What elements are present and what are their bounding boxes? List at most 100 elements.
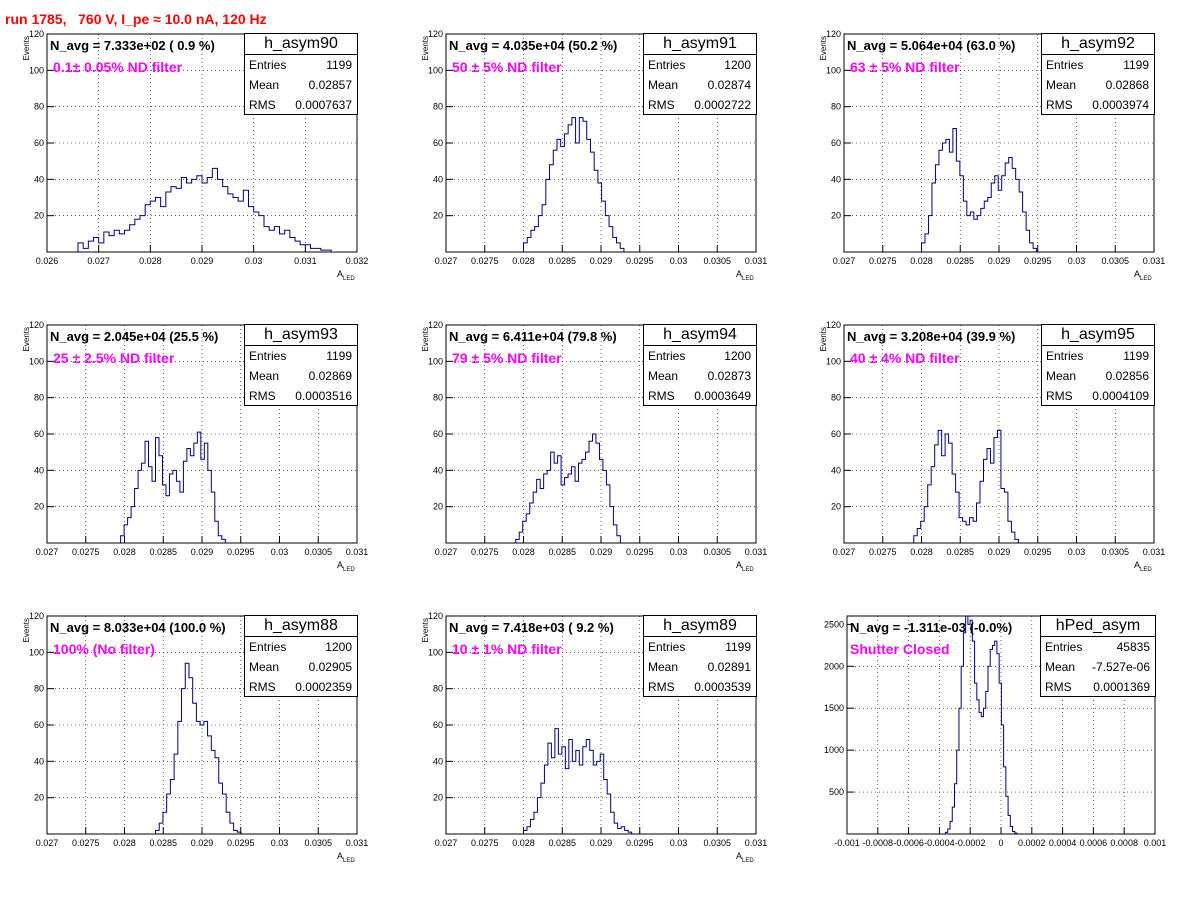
stats-key: RMS xyxy=(1046,389,1073,403)
x-tick-label: 0.03 xyxy=(670,838,688,848)
x-tick-label: 0.031 xyxy=(745,547,768,557)
histogram-outline xyxy=(155,662,242,834)
y-tick-label: 40 xyxy=(831,174,841,184)
y-tick-label: 1500 xyxy=(824,703,844,713)
n-avg-label: N_avg = 2.045e+04 (25.5 %) xyxy=(50,329,219,344)
x-tick-label: 0.0305 xyxy=(1101,256,1129,266)
y-tick-label: 40 xyxy=(831,465,841,475)
stats-value: 1200 xyxy=(724,58,751,72)
stats-row-mean: Mean -7.527e-06 xyxy=(1041,660,1155,676)
y-tick-label: 100 xyxy=(826,65,841,75)
stats-value: 0.02856 xyxy=(1105,369,1149,383)
n-avg-label: N_avg = 4.035e+04 (50.2 %) xyxy=(449,38,618,53)
x-tick-label: 0.0285 xyxy=(548,547,576,557)
x-tick-label: 0.0295 xyxy=(626,547,654,557)
stats-box: hPed_asym Entries 45835 Mean -7.527e-06 RMS 0.… xyxy=(1040,615,1156,697)
y-tick-label: 40 xyxy=(34,465,44,475)
x-tick-label: 0.027 xyxy=(36,838,59,848)
x-tick-label: 0.03 xyxy=(1068,547,1086,557)
n-avg-label: N_avg = 5.064e+04 (63.0 %) xyxy=(847,38,1016,53)
y-tick-label: 20 xyxy=(831,211,841,221)
histogram-outline xyxy=(523,117,625,252)
stats-value: 1199 xyxy=(1123,58,1149,72)
y-axis-label: Events xyxy=(421,36,430,60)
histogram-svg: 0.027 0.0275 0.028 0.0285 0.029 0.0295 0.03 0.0… xyxy=(421,320,768,573)
stats-value: 0.0003539 xyxy=(694,680,751,694)
stats-box: h_asym88 Entries 1200 Mean 0.02905 RMS 0.00023… xyxy=(244,615,358,697)
y-tick-label: 120 xyxy=(826,29,841,39)
x-tick-label: 0.027 xyxy=(833,256,856,266)
stats-title: h_asym88 xyxy=(245,616,357,637)
x-tick-label: 0.028 xyxy=(113,838,136,848)
y-tick-label: 60 xyxy=(34,720,44,730)
stats-title: h_asym95 xyxy=(1042,325,1154,346)
x-tick-label: 0.0285 xyxy=(946,256,974,266)
x-tick-label: 0.026 xyxy=(36,256,59,266)
x-tick-label: -0.0008 xyxy=(863,838,894,848)
stats-key: RMS xyxy=(648,389,675,403)
stats-box: h_asym91 Entries 1200 Mean 0.02874 RMS 0.00027… xyxy=(643,33,757,115)
histogram-panel-h_asym92: 0.027 0.0275 0.028 0.0285 0.029 0.0295 0.03 0.0… xyxy=(797,26,1196,316)
stats-key: Mean xyxy=(1046,78,1077,92)
x-axis-label: ALED xyxy=(1134,269,1152,282)
stats-row-rms: RMS 0.0003649 xyxy=(644,389,756,405)
y-tick-label: 60 xyxy=(831,429,841,439)
histogram-panel-h_asym95: 0.027 0.0275 0.028 0.0285 0.029 0.0295 0.03 0.0… xyxy=(797,317,1196,607)
x-tick-label: 0.03 xyxy=(1068,256,1086,266)
stats-row-entries: Entries 1200 xyxy=(644,58,756,74)
x-tick-label: 0.029 xyxy=(191,838,214,848)
stats-value: 45835 xyxy=(1116,640,1150,654)
stats-value: 0.0002359 xyxy=(295,680,352,694)
n-avg-label: N_avg = 8.033e+04 (100.0 %) xyxy=(50,620,226,635)
stats-box: h_asym94 Entries 1200 Mean 0.02873 RMS 0.00036… xyxy=(643,324,757,406)
y-tick-label: 120 xyxy=(428,320,443,330)
y-tick-label: 20 xyxy=(433,793,443,803)
stats-row-entries: Entries 1199 xyxy=(245,58,357,74)
y-tick-label: 20 xyxy=(831,502,841,512)
y-tick-label: 60 xyxy=(34,429,44,439)
x-tick-label: 0.029 xyxy=(191,547,214,557)
x-tick-label: 0.0285 xyxy=(548,256,576,266)
stats-row-mean: Mean 0.02891 xyxy=(644,660,756,676)
histogram-panel-h_asym88: 0.027 0.0275 0.028 0.0285 0.029 0.0295 0.03 0.0… xyxy=(0,608,399,898)
stats-title: h_asym89 xyxy=(644,616,756,637)
stats-row-rms: RMS 0.0007637 xyxy=(245,98,357,114)
y-tick-label: 100 xyxy=(29,647,44,657)
n-avg-label: N_avg = -1.311e-03 (-0.0%) xyxy=(850,620,1013,635)
x-tick-label: 0.029 xyxy=(191,256,214,266)
histogram-panel-h_asym89: 0.027 0.0275 0.028 0.0285 0.029 0.0295 0.03 0.0… xyxy=(399,608,798,898)
stats-key: Entries xyxy=(249,58,287,72)
stats-row-rms: RMS 0.0002359 xyxy=(245,680,357,696)
stats-key: Entries xyxy=(1046,349,1084,363)
x-tick-label: 0.0275 xyxy=(471,838,499,848)
x-tick-label: 0.028 xyxy=(910,547,933,557)
stats-value: 0.0002722 xyxy=(694,98,751,112)
x-tick-label: 0.03 xyxy=(271,838,289,848)
histogram-svg: 0.027 0.0275 0.028 0.0285 0.029 0.0295 0.03 0.0… xyxy=(421,611,767,864)
y-tick-label: 20 xyxy=(34,793,44,803)
y-axis-label: Events xyxy=(22,327,31,351)
x-axis-label: ALED xyxy=(337,851,355,864)
histogram-panel-h_asym91: 0.027 0.0275 0.028 0.0285 0.029 0.0295 0.03 0.0… xyxy=(399,26,798,316)
x-axis-label: ALED xyxy=(736,269,754,282)
stats-value: 0.0003649 xyxy=(694,389,751,403)
x-tick-label: 0.0285 xyxy=(149,838,177,848)
stats-row-mean: Mean 0.02868 xyxy=(1042,78,1154,94)
x-tick-label: 0.031 xyxy=(1143,547,1166,557)
stats-key: RMS xyxy=(1045,680,1072,694)
y-tick-label: 60 xyxy=(433,138,443,148)
y-tick-label: 80 xyxy=(831,393,841,403)
stats-row-mean: Mean 0.02856 xyxy=(1042,369,1154,385)
y-tick-label: 2500 xyxy=(824,619,844,629)
stats-row-rms: RMS 0.0001369 xyxy=(1041,680,1155,696)
x-tick-label: 0.0275 xyxy=(869,256,897,266)
stats-key: RMS xyxy=(249,389,276,403)
stats-key: RMS xyxy=(249,680,276,694)
histogram-panel-h_asym94: 0.027 0.0275 0.028 0.0285 0.029 0.0295 0.03 0.0… xyxy=(399,317,798,607)
stats-value: 0.02869 xyxy=(308,369,352,383)
stats-box: h_asym93 Entries 1199 Mean 0.02869 RMS 0.00035… xyxy=(244,324,358,406)
stats-value: 1200 xyxy=(325,640,352,654)
stats-row-entries: Entries 1199 xyxy=(644,640,756,656)
x-tick-label: 0.031 xyxy=(294,256,317,266)
y-tick-label: 120 xyxy=(428,29,443,39)
